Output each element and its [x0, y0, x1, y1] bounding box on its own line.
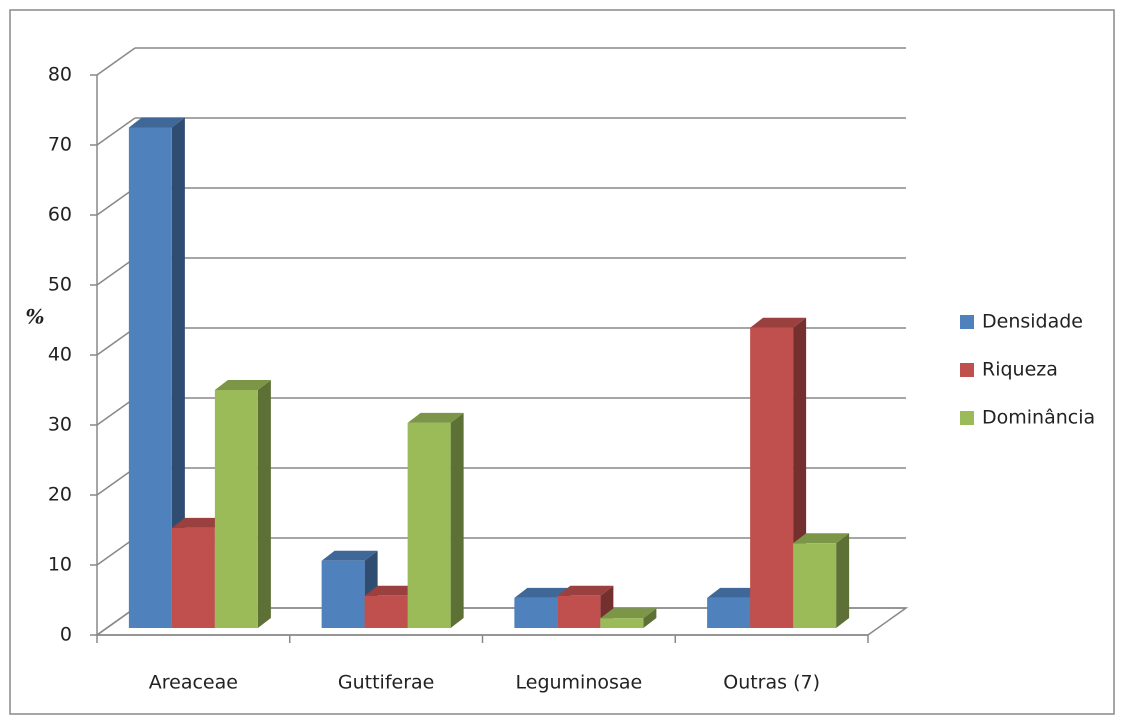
y-tick-label: 50	[48, 274, 72, 296]
bar-front	[171, 527, 215, 628]
bar-top	[407, 412, 464, 423]
bar-front	[600, 618, 644, 628]
y-tick-label: 30	[48, 414, 72, 436]
bar-top	[364, 585, 421, 596]
grid-line	[96, 117, 136, 146]
grid-line	[96, 537, 136, 566]
y-tick-label: 10	[48, 554, 72, 576]
bar-top	[514, 587, 571, 598]
bar-top	[557, 585, 614, 596]
bar	[793, 533, 850, 628]
bar-top	[750, 317, 807, 328]
grid-line	[96, 327, 136, 356]
bar-front	[407, 422, 451, 628]
grid-line	[96, 397, 136, 426]
bar	[600, 608, 657, 628]
bar	[321, 550, 378, 628]
legend-label: Densidade	[982, 311, 1083, 333]
grid-line	[96, 47, 136, 76]
legend-swatch	[960, 363, 974, 377]
bar-front	[128, 127, 172, 628]
grid-line	[96, 607, 136, 636]
x-tick-label: Guttiferae	[338, 672, 434, 694]
x-tick-label: Outras (7)	[723, 672, 820, 694]
bar-side	[836, 533, 850, 628]
y-tick-label: 20	[48, 484, 72, 506]
grid-line	[96, 257, 136, 286]
x-tick-label: Leguminosae	[516, 672, 643, 694]
grid-line	[96, 187, 136, 216]
bar-top	[321, 550, 378, 561]
bar-front	[557, 595, 601, 628]
y-tick-label: 70	[48, 134, 72, 156]
bar	[407, 412, 464, 628]
bar-front	[321, 560, 365, 628]
bar-top	[214, 380, 271, 390]
x-tick-label: Areaceae	[149, 672, 238, 694]
bar	[128, 117, 185, 628]
bar-front	[707, 597, 751, 628]
legend-label: Riqueza	[982, 359, 1058, 381]
bar-top	[600, 608, 657, 619]
bar-top	[171, 517, 228, 528]
y-tick-label: 60	[48, 204, 72, 226]
bar-front	[214, 390, 258, 628]
y-tick-label: 40	[48, 344, 72, 366]
bar-top	[128, 117, 185, 128]
y-tick-label: 80	[48, 64, 72, 86]
bar-side	[257, 380, 271, 628]
bar-front	[514, 597, 558, 628]
bar-top	[793, 533, 850, 544]
bar-side	[171, 117, 185, 628]
grid-line	[96, 467, 136, 496]
legend-label: Dominância	[982, 407, 1095, 429]
bar-front	[793, 543, 837, 628]
legend-swatch	[960, 315, 974, 329]
bar-front	[750, 327, 794, 628]
bar	[557, 585, 614, 628]
bar-side	[450, 412, 464, 628]
bar	[750, 317, 807, 628]
bar-top	[707, 587, 764, 598]
legend-swatch	[960, 411, 974, 425]
bar-side	[643, 608, 657, 628]
bar	[214, 380, 271, 628]
bar-front	[364, 595, 408, 628]
y-tick-label: 0	[60, 624, 72, 646]
y-axis-label: %	[25, 305, 44, 329]
